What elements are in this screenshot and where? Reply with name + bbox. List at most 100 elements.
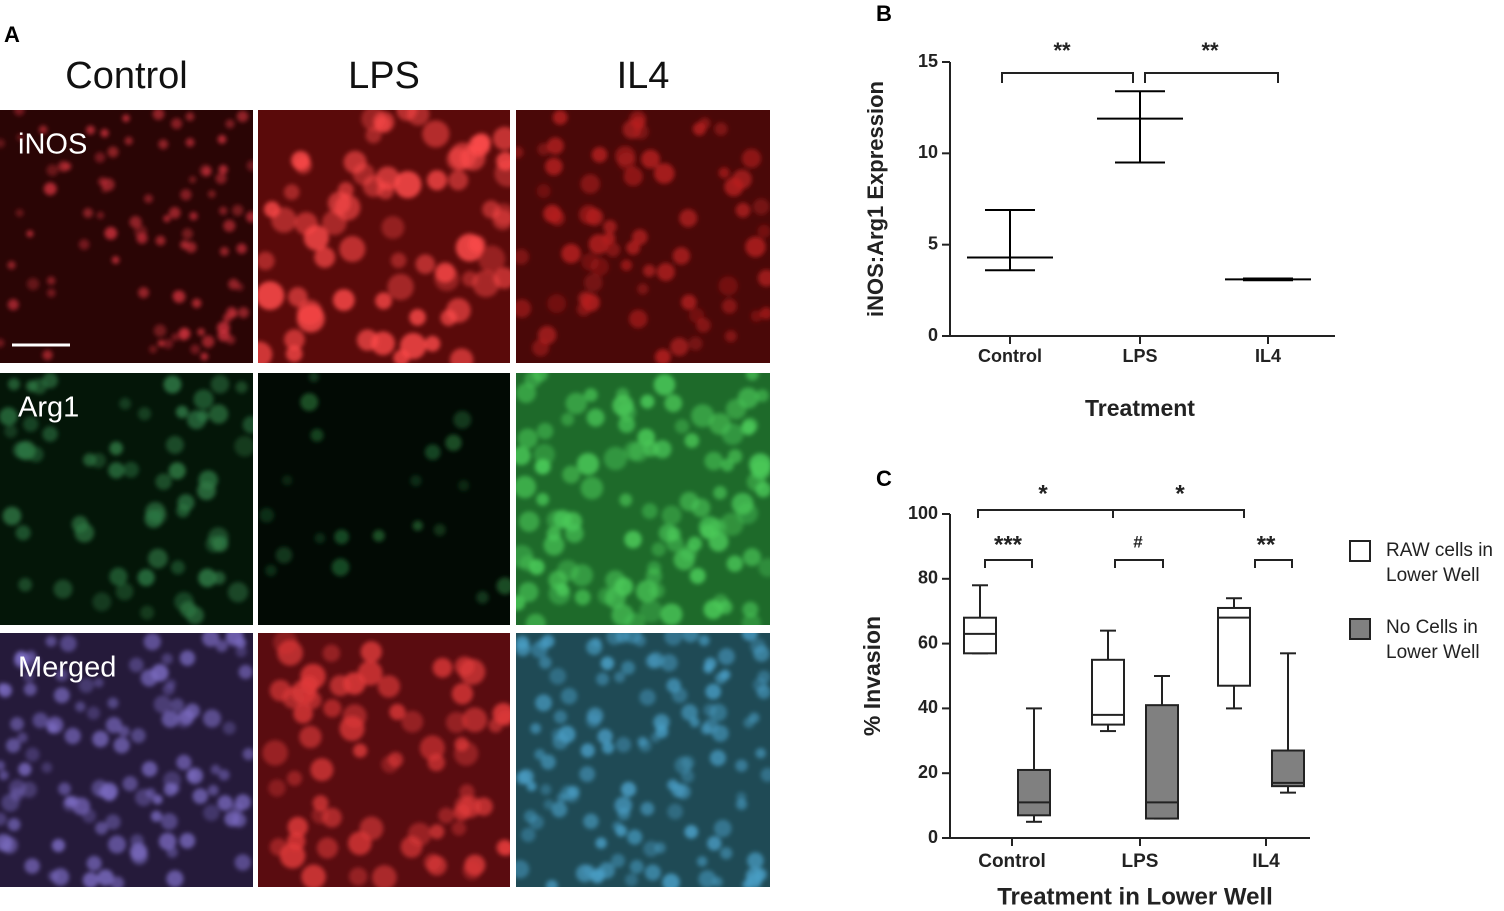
cell	[745, 373, 759, 381]
cell	[222, 721, 236, 735]
cell	[472, 269, 500, 298]
cell	[575, 864, 594, 883]
cell	[682, 633, 699, 643]
cell	[720, 512, 744, 536]
cell	[605, 570, 626, 591]
sig-bracket	[1112, 509, 1245, 518]
cell	[53, 579, 73, 599]
cell	[653, 440, 672, 459]
cell	[0, 407, 18, 426]
cell	[343, 672, 366, 695]
cell	[553, 710, 568, 724]
cell	[301, 864, 326, 887]
cell	[721, 298, 737, 314]
y-tick-label: 5	[928, 233, 938, 253]
cell	[105, 814, 121, 830]
cell	[299, 725, 322, 749]
cell	[718, 167, 730, 179]
cell	[100, 128, 109, 138]
cell	[743, 548, 762, 567]
cell	[623, 441, 644, 461]
cell	[749, 638, 766, 654]
cell	[158, 832, 177, 851]
cell	[535, 458, 552, 475]
cell	[660, 654, 678, 672]
cell	[664, 633, 683, 646]
cell	[138, 287, 150, 299]
cell	[53, 687, 70, 704]
cell	[620, 259, 633, 271]
cell	[238, 664, 253, 680]
cell	[107, 146, 119, 158]
cell	[186, 410, 206, 430]
cell	[699, 117, 711, 129]
significance: **	[1257, 531, 1276, 558]
cell	[322, 644, 341, 662]
cell	[163, 338, 174, 349]
cell	[157, 339, 165, 347]
cell	[390, 252, 407, 269]
cell	[468, 235, 486, 254]
cell	[429, 824, 445, 839]
cell	[755, 747, 767, 759]
cell	[185, 137, 195, 147]
cell	[757, 269, 770, 287]
cell	[541, 634, 555, 648]
cell	[374, 116, 391, 133]
cell	[664, 394, 683, 413]
cell	[547, 208, 565, 225]
significance: ***	[994, 531, 1023, 558]
cell	[719, 669, 731, 681]
cell	[186, 767, 204, 785]
cell	[617, 152, 636, 171]
cell	[124, 136, 133, 146]
cell	[161, 710, 179, 728]
cell	[689, 717, 700, 728]
cell	[745, 236, 766, 258]
cell	[760, 767, 770, 782]
legend-label: RAW cells in Lower Well	[1386, 540, 1493, 586]
cell	[108, 462, 125, 479]
cell	[556, 583, 570, 597]
cell	[451, 683, 474, 705]
cell	[653, 373, 676, 396]
cell	[207, 784, 219, 796]
sig-bracket	[1254, 559, 1293, 568]
cell	[181, 228, 194, 240]
cell	[42, 349, 53, 361]
cell	[327, 191, 351, 215]
cell	[180, 189, 192, 201]
cell	[308, 373, 320, 383]
cell	[42, 426, 58, 442]
cell	[637, 736, 648, 747]
cell	[323, 699, 342, 718]
cell	[482, 200, 501, 219]
cell	[703, 599, 723, 620]
cell	[5, 738, 21, 753]
cell	[736, 502, 759, 525]
cell	[596, 672, 609, 686]
cell	[94, 152, 106, 163]
cell	[245, 211, 253, 223]
cell	[197, 481, 216, 501]
cell	[434, 266, 460, 292]
cell	[14, 650, 29, 665]
cell	[725, 398, 747, 420]
cell	[396, 110, 418, 121]
cell	[105, 716, 123, 734]
cell	[179, 832, 196, 849]
cell	[698, 634, 710, 646]
cell	[165, 435, 184, 454]
cell	[285, 345, 303, 363]
cell	[621, 660, 636, 675]
cell	[82, 872, 99, 887]
cell	[178, 709, 195, 725]
cell	[726, 555, 743, 572]
cell	[353, 743, 368, 758]
cell	[543, 534, 565, 556]
cell	[78, 239, 90, 250]
cell	[192, 788, 208, 804]
cell	[316, 837, 338, 859]
cell	[143, 194, 153, 204]
cell	[234, 854, 251, 871]
